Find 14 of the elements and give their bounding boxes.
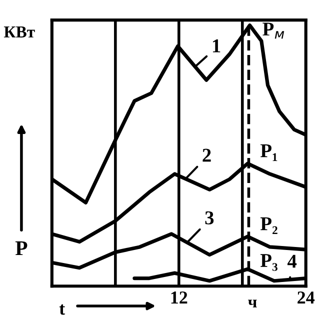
text: ч xyxy=(248,300,257,308)
x-tick-label: 24 xyxy=(298,292,315,304)
y-axis-title: P xyxy=(15,241,28,256)
x-tick-label: 12 xyxy=(171,292,188,304)
annotation: P₂ xyxy=(260,217,278,234)
annotation: 2 xyxy=(202,148,211,162)
text: КВт xyxy=(4,26,35,38)
annotation: 3 xyxy=(205,211,214,224)
annotation: 4 xyxy=(287,254,297,268)
annotation: P₁ xyxy=(260,144,278,161)
annotation: P$_{м}$ xyxy=(262,22,284,39)
annotation: P₃ xyxy=(260,254,278,271)
annotation: 1 xyxy=(212,39,220,52)
x-axis-title: t xyxy=(59,304,66,315)
